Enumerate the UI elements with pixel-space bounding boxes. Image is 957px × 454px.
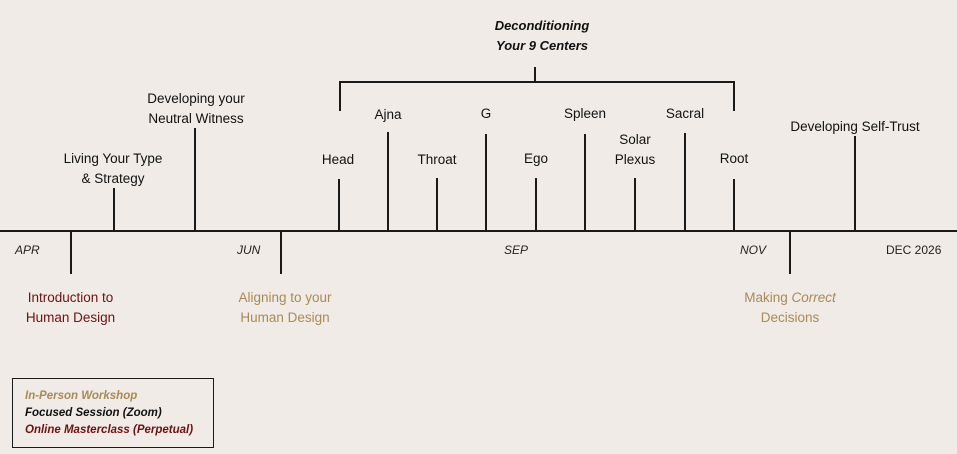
legend: In-Person Workshop Focused Session (Zoom…	[12, 378, 214, 448]
label-self-trust: Developing Self-Trust	[790, 119, 920, 134]
label-intro: Introduction to Human Design	[25, 290, 116, 325]
label-decisions: Making Correct Decisions	[744, 290, 836, 325]
tick-solar-plexus	[634, 178, 636, 231]
timeline-axis	[0, 230, 957, 232]
tick-head	[338, 179, 340, 231]
month-jun: JUN	[237, 243, 261, 257]
tick-sacral	[684, 133, 686, 231]
label-aligning: Aligning to your Human Design	[238, 290, 332, 325]
label-g: G	[480, 106, 492, 121]
label-living-type: Living Your Type & Strategy	[63, 151, 163, 186]
month-sep: SEP	[504, 243, 529, 257]
legend-online: Online Masterclass (Perpetual)	[25, 424, 194, 436]
label-ajna: Ajna	[374, 107, 402, 122]
tick-intro	[70, 231, 72, 274]
month-apr: APR	[15, 243, 40, 257]
tick-root	[733, 179, 735, 231]
tick-ajna	[387, 132, 389, 231]
bracket-right	[733, 81, 735, 111]
group-title: Deconditioning Your 9 Centers	[462, 16, 622, 56]
label-spleen: Spleen	[563, 106, 607, 121]
tick-throat	[436, 178, 438, 231]
tick-g	[485, 134, 487, 231]
tick-living-type	[113, 188, 115, 231]
tick-ego	[535, 178, 537, 231]
label-neutral-witness: Developing your Neutral Witness	[147, 91, 245, 126]
tick-decisions	[789, 231, 791, 274]
bracket-left	[339, 81, 341, 111]
label-root: Root	[719, 151, 749, 166]
legend-focused: Focused Session (Zoom)	[25, 407, 162, 419]
month-nov: NOV	[740, 243, 767, 257]
month-dec: DEC 2026	[886, 243, 942, 257]
tick-self-trust	[854, 136, 856, 231]
label-ego: Ego	[523, 151, 549, 166]
label-throat: Throat	[417, 152, 457, 167]
label-solar-plexus: Solar Plexus	[614, 132, 656, 167]
tick-neutral-witness	[194, 128, 196, 231]
bracket-stem	[534, 67, 536, 82]
legend-in-person: In-Person Workshop	[25, 390, 138, 402]
bracket-top	[339, 81, 735, 83]
tick-aligning	[280, 231, 282, 274]
group-title-line1: Deconditioning	[494, 18, 590, 33]
group-title-line2: Your 9 Centers	[496, 38, 588, 53]
tick-spleen	[584, 134, 586, 231]
label-sacral: Sacral	[665, 106, 705, 121]
label-head: Head	[321, 152, 355, 167]
